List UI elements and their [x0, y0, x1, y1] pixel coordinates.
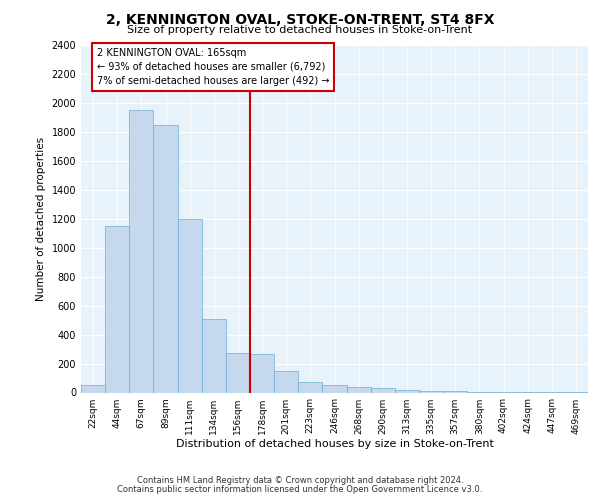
Bar	[129, 110, 154, 393]
Bar	[105, 226, 129, 392]
Bar	[226, 354, 250, 393]
Bar	[298, 382, 322, 392]
Bar	[395, 390, 419, 392]
Text: 2, KENNINGTON OVAL, STOKE-ON-TRENT, ST4 8FX: 2, KENNINGTON OVAL, STOKE-ON-TRENT, ST4 …	[106, 12, 494, 26]
Y-axis label: Number of detached properties: Number of detached properties	[36, 136, 46, 301]
Bar	[419, 391, 443, 392]
Text: 2 KENNINGTON OVAL: 165sqm
← 93% of detached houses are smaller (6,792)
7% of sem: 2 KENNINGTON OVAL: 165sqm ← 93% of detac…	[97, 48, 329, 86]
Text: Contains HM Land Registry data © Crown copyright and database right 2024.: Contains HM Land Registry data © Crown c…	[137, 476, 463, 485]
Bar	[274, 371, 298, 392]
Bar	[178, 219, 202, 392]
Bar	[371, 388, 395, 392]
X-axis label: Distribution of detached houses by size in Stoke-on-Trent: Distribution of detached houses by size …	[176, 440, 493, 450]
Bar	[322, 386, 347, 392]
Text: Contains public sector information licensed under the Open Government Licence v3: Contains public sector information licen…	[118, 484, 482, 494]
Bar	[154, 124, 178, 392]
Bar	[347, 386, 371, 392]
Bar	[202, 318, 226, 392]
Bar	[81, 386, 105, 392]
Text: Size of property relative to detached houses in Stoke-on-Trent: Size of property relative to detached ho…	[127, 25, 473, 35]
Bar	[250, 354, 274, 393]
